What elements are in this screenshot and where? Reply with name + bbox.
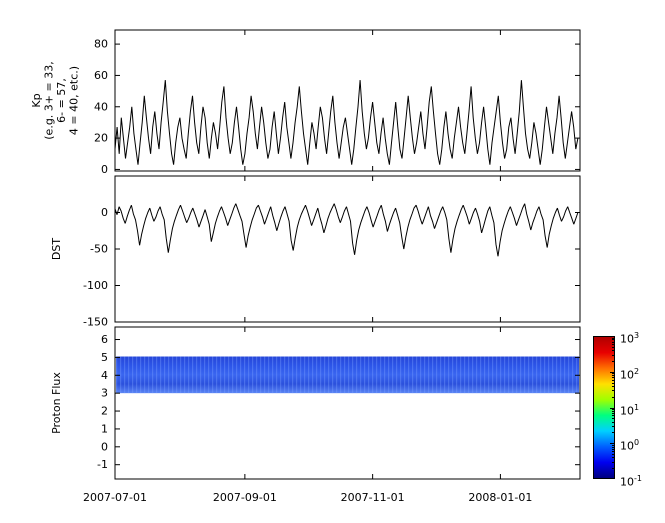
colorbar-minor-tick: [612, 385, 614, 387]
x-tick-label: 2008-01-01: [468, 491, 532, 504]
x-tick-label: 2007-09-01: [213, 491, 277, 504]
colorbar-minor-tick: [612, 415, 614, 417]
y-tick-label: 0: [101, 440, 108, 453]
colorbar-minor-tick: [612, 390, 614, 392]
colorbar-minor-tick: [612, 350, 614, 352]
kp-index-line: [114, 80, 579, 165]
colorbar-tick: [610, 478, 614, 479]
y-tick-label: 0: [101, 163, 108, 176]
colorbar-tick: [610, 407, 614, 409]
y-axis-label: (e.g. 3+ = 33,: [43, 61, 56, 139]
colorbar-minor-tick: [612, 339, 614, 341]
y-axis-label: Kp: [30, 93, 43, 107]
y-tick-label: 20: [94, 132, 108, 145]
colorbar-minor-tick: [612, 337, 614, 339]
y-axis-label: Proton Flux: [50, 372, 63, 434]
y-tick-label: 80: [94, 38, 108, 51]
colorbar-minor-tick: [612, 382, 614, 384]
colorbar-tick-label: 101: [620, 402, 640, 418]
y-tick-label: 2: [101, 405, 108, 418]
colorbar-minor-tick: [612, 444, 614, 446]
y-axis-label: 4 = 40, etc.): [68, 66, 81, 135]
colorbar-minor-tick: [612, 461, 614, 463]
colorbar-minor-tick: [612, 448, 614, 450]
colorbar-minor-tick: [612, 451, 614, 453]
colorbar-minor-tick: [612, 373, 614, 375]
colorbar-minor-tick: [612, 426, 614, 428]
panel-border: [114, 29, 581, 172]
proton-flux-colorbar: [593, 336, 615, 479]
panel-border: [114, 175, 581, 323]
colorbar-minor-tick: [612, 360, 614, 362]
panel-dst-index: 0 -50 -100 -150 DST: [50, 175, 581, 329]
colorbar-minor-tick: [612, 343, 614, 345]
y-tick-label: 5: [101, 351, 108, 364]
colorbar-tick-label: 100: [620, 438, 640, 453]
proton-flux-band-texture: [116, 356, 579, 394]
colorbar-tick-label: 102: [620, 366, 640, 382]
colorbar-minor-tick: [612, 457, 614, 459]
y-tick-label: 6: [101, 333, 108, 346]
colorbar-tick: [610, 336, 614, 337]
colorbar-tick-label: 103: [620, 331, 640, 346]
y-tick-label: 60: [94, 69, 108, 82]
colorbar-tick: [610, 443, 614, 445]
x-tick-label: 2007-07-01: [83, 491, 147, 504]
colorbar-minor-tick: [612, 432, 614, 434]
colorbar-minor-tick: [612, 468, 614, 470]
y-tick-label: 4: [101, 369, 108, 382]
colorbar-minor-tick: [612, 413, 614, 415]
colorbar-minor-tick: [612, 396, 614, 398]
panel-proton-flux: -1 0 1 2 3 4 5 6 Proton Flux: [50, 326, 581, 480]
y-tick-label: -100: [83, 279, 108, 292]
colorbar-minor-tick: [612, 409, 614, 411]
y-tick-label: 0: [101, 206, 108, 219]
y-tick-label: -50: [90, 243, 108, 256]
x-tick-label: 2007-11-01: [341, 491, 405, 504]
colorbar-tick-label: 10-1: [620, 474, 642, 489]
colorbar-minor-tick: [612, 346, 614, 348]
colorbar-minor-tick: [612, 375, 614, 377]
colorbar-minor-tick: [612, 421, 614, 423]
colorbar-minor-tick: [612, 410, 614, 412]
colorbar-minor-tick: [612, 377, 614, 379]
colorbar-minor-tick: [612, 418, 614, 420]
y-tick-label: 3: [101, 387, 108, 400]
colorbar-minor-tick: [612, 454, 614, 455]
panel-kp-index: 0 20 40 60 80 Kp (e.g. 3+ = 33, 6- = 57, 4 = 40,…: [30, 29, 581, 176]
colorbar-tick: [610, 371, 614, 373]
dst-index-line: [114, 203, 579, 257]
y-tick-label: 40: [94, 100, 108, 113]
y-tick-label: 1: [101, 422, 108, 435]
y-tick-label: -150: [83, 316, 108, 329]
panel-border: [114, 326, 581, 480]
y-tick-label: -1: [97, 458, 108, 471]
y-axis-label: 6- = 57,: [55, 78, 68, 123]
colorbar-minor-tick: [612, 379, 614, 381]
colorbar-minor-tick: [612, 341, 614, 343]
y-axis-label: DST: [50, 238, 63, 260]
colorbar-minor-tick: [612, 446, 614, 448]
colorbar-minor-tick: [612, 354, 614, 356]
